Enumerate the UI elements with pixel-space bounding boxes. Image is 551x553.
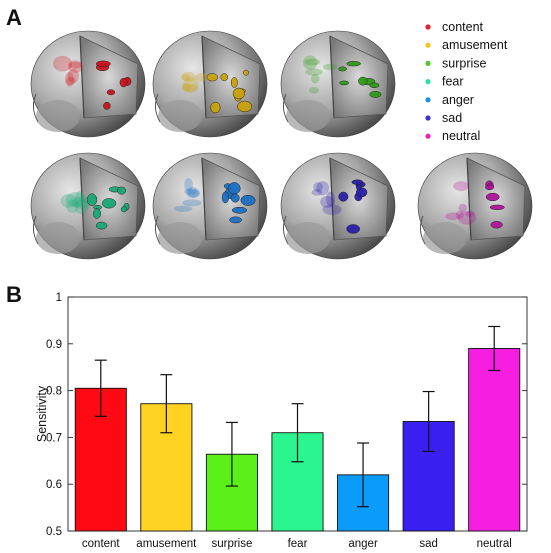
- error-bar-content: [94, 359, 107, 417]
- x-tick-label: sad: [419, 538, 438, 550]
- y-axis-title: Sensitivity: [35, 385, 49, 442]
- brain-sad: [280, 152, 396, 260]
- y-tick-label: 0.5: [46, 526, 62, 538]
- legend-label-neutral: neutral: [442, 129, 480, 143]
- x-tick-label: fear: [288, 538, 308, 550]
- legend-marker-surprise: [425, 60, 431, 66]
- x-tick-label: content: [82, 538, 121, 550]
- legend-label-amusement: amusement: [442, 38, 508, 52]
- x-tick-label: amusement: [136, 538, 197, 550]
- y-tick-label: 0.8: [46, 386, 62, 398]
- x-tick-label: surprise: [211, 538, 252, 550]
- legend-marker-content: [425, 24, 431, 30]
- brain-renderings: [30, 30, 533, 260]
- x-tick-label: neutral: [477, 538, 512, 550]
- error-bar-amusement: [160, 374, 173, 434]
- legend-label-sad: sad: [442, 111, 462, 125]
- y-tick-label: 1: [56, 292, 62, 304]
- y-tick-label: 0.6: [46, 479, 62, 491]
- legend: content amusement surprise fear anger sad neut…: [425, 20, 508, 143]
- panel-label-a: A: [6, 5, 22, 30]
- bar-neutral: [468, 348, 521, 532]
- brain-content: [30, 30, 146, 138]
- bar-chart: Sensitivity 0.5 0.6 0.7 0.8 0.9 1 content amuse…: [35, 292, 528, 550]
- brain-surprise: [280, 30, 396, 138]
- panel-label-b: B: [6, 282, 22, 307]
- legend-marker-neutral: [425, 133, 431, 139]
- error-bar-fear: [291, 403, 304, 463]
- error-bar-anger: [357, 442, 370, 508]
- error-bar-surprise: [225, 421, 238, 487]
- y-tick-label: 0.7: [46, 432, 62, 444]
- error-bar-sad: [422, 390, 435, 453]
- brain-amusement: [152, 30, 268, 138]
- brain-neutral: [417, 152, 533, 260]
- brain-anger: [152, 152, 268, 260]
- legend-label-content: content: [442, 20, 484, 34]
- legend-label-surprise: surprise: [442, 56, 487, 70]
- y-tick-label: 0.9: [46, 339, 62, 351]
- legend-marker-anger: [425, 97, 431, 103]
- legend-marker-sad: [425, 115, 431, 121]
- plot-area: 0.5 0.6 0.7 0.8 0.9 1 content amusement surprise…: [46, 292, 528, 550]
- x-tick-label: anger: [348, 538, 378, 550]
- legend-marker-amusement: [425, 42, 431, 48]
- legend-label-fear: fear: [442, 75, 464, 89]
- error-bar-neutral: [488, 325, 501, 372]
- brain-fear: [30, 152, 146, 260]
- legend-label-anger: anger: [442, 93, 474, 107]
- legend-marker-fear: [425, 79, 431, 85]
